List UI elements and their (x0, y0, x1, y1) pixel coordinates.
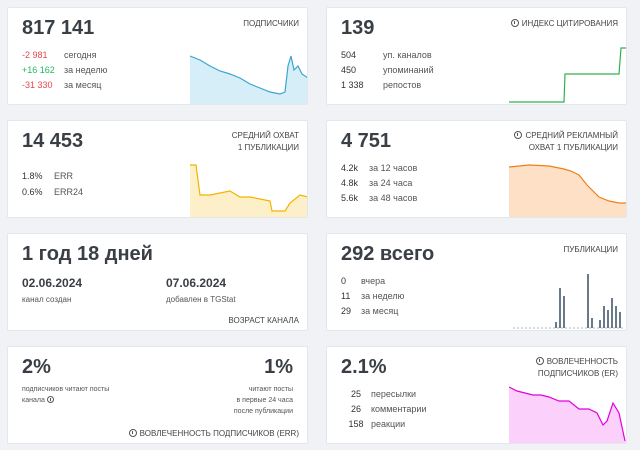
citation-sparkline (509, 47, 626, 103)
clock-icon (535, 357, 544, 365)
citation-label: ИНДЕКС ЦИТИРОВАНИЯ (510, 18, 618, 30)
stat-row: 4.8k за 24 часа (341, 178, 413, 188)
er-label: ВОВЛЕЧЕННОСТЬ ПОДПИСЧИКОВ (ER) (535, 356, 618, 380)
stat-row: 1 338 репостов (341, 80, 422, 90)
subscribers-value: 817 141 (22, 17, 95, 39)
clock-icon (128, 429, 137, 437)
reach-label: СРЕДНИЙ ОХВАТ 1 ПУБЛИКАЦИИ (231, 131, 299, 152)
added-date: 07.06.2024 (166, 276, 227, 290)
stat-row: 11 за неделю (341, 291, 405, 301)
er-card[interactable]: 2.1% ВОВЛЕЧЕННОСТЬ ПОДПИСЧИКОВ (ER) 25 пер… (326, 346, 627, 444)
stat-row: 1.8% ERR (22, 171, 74, 181)
stat-row: 4.2k за 12 часов (341, 163, 418, 173)
subscribers-card[interactable]: 817 141 ПОДПИСЧИКИ -2 981 сегодня +16 162… (7, 7, 308, 105)
reach-value: 14 453 (22, 130, 84, 152)
er-sparkline (509, 386, 626, 443)
created-label: канал создан (22, 295, 72, 304)
err-card[interactable]: 2% подписчиков читают посты канала 1% чит… (7, 346, 308, 444)
ad-reach-card[interactable]: 4 751 СРЕДНИЙ РЕКЛАМНЫЙ ОХВАТ 1 ПУБЛИКАЦИ… (326, 120, 627, 218)
clock-icon (510, 19, 519, 27)
stat-row: 504 уп. каналов (341, 50, 432, 60)
info-icon[interactable] (46, 396, 54, 403)
stat-row: 29 за месяц (341, 306, 399, 316)
stat-row: 0 вчера (341, 276, 386, 286)
stat-row: 26 комментарии (350, 404, 427, 414)
channel-age-label: ВОЗРАСТ КАНАЛА (228, 316, 299, 325)
ad-reach-label: СРЕДНИЙ РЕКЛАМНЫЙ ОХВАТ 1 ПУБЛИКАЦИИ (514, 130, 618, 154)
err-label: ВОВЛЕЧЕННОСТЬ ПОДПИСЧИКОВ (ERR) (128, 428, 299, 440)
err-left-desc: подписчиков читают посты канала (22, 386, 110, 404)
err-right-value: 1% (264, 356, 293, 378)
stat-row: -31 330 за месяц (22, 80, 102, 90)
subscribers-sparkline (190, 55, 307, 104)
citation-card[interactable]: 139 ИНДЕКС ЦИТИРОВАНИЯ 504 уп. каналов 45… (326, 7, 627, 105)
subscribers-label: ПОДПИСЧИКИ (243, 19, 299, 28)
stat-row: 0.6% ERR24 (22, 187, 84, 197)
posts-card[interactable]: 292 всего ПУБЛИКАЦИИ 0 вчера 11 за неделю … (326, 233, 627, 331)
added-label: добавлен в TGStat (166, 295, 236, 304)
channel-age-card[interactable]: 1 год 18 дней 02.06.2024 канал создан 07… (7, 233, 308, 331)
created-date: 02.06.2024 (22, 276, 83, 290)
stat-row: 450 упоминаний (341, 65, 434, 75)
posts-label: ПУБЛИКАЦИИ (563, 245, 619, 254)
ad-reach-value: 4 751 (341, 130, 392, 152)
citation-value: 139 (341, 17, 375, 39)
stat-row: -2 981 сегодня (22, 50, 97, 60)
posts-bar-chart (513, 274, 625, 329)
clock-icon (514, 131, 523, 139)
reach-sparkline (190, 164, 307, 217)
stat-row: 25 пересылки (350, 389, 417, 399)
stat-row: +16 162 за неделю (22, 65, 108, 75)
err-right-desc: читают посты в первые 24 часа после публик… (233, 386, 293, 415)
channel-age-value: 1 год 18 дней (22, 243, 153, 265)
stat-row: 5.6k за 48 часов (341, 193, 418, 203)
reach-card[interactable]: 14 453 СРЕДНИЙ ОХВАТ 1 ПУБЛИКАЦИИ 1.8% ERR… (7, 120, 308, 218)
ad-reach-sparkline (509, 164, 626, 217)
posts-value: 292 всего (341, 243, 435, 265)
er-value: 2.1% (341, 356, 387, 378)
stat-row: 158 реакции (348, 419, 406, 429)
err-left-value: 2% (22, 356, 51, 378)
